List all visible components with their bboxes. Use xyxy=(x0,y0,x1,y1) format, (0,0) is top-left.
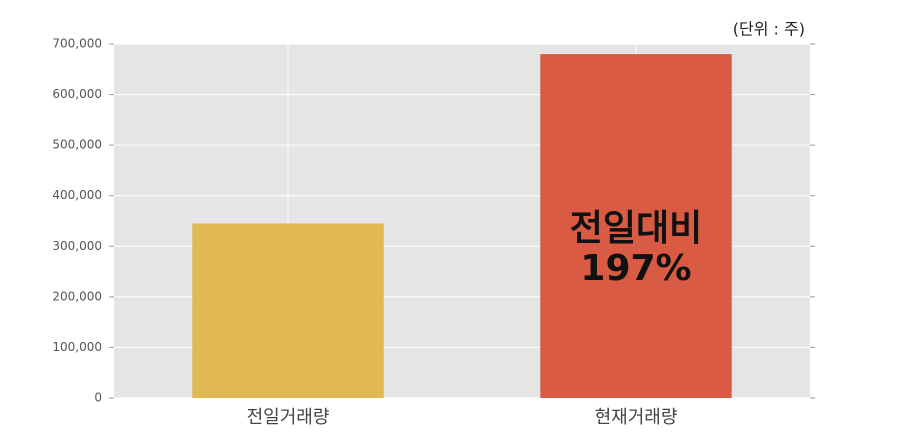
y-tick-label: 300,000 xyxy=(52,239,102,253)
y-tick-label: 100,000 xyxy=(52,340,102,354)
annotation: 197% xyxy=(580,248,691,289)
x-tick-label: 전일거래량 xyxy=(247,407,330,428)
bar xyxy=(192,223,384,398)
y-tick-label: 700,000 xyxy=(52,37,102,51)
y-tick-label: 0 xyxy=(94,391,102,405)
bar xyxy=(540,54,732,398)
unit-note: (단위 : 주) xyxy=(733,20,805,39)
x-tick-label: 현재거래량 xyxy=(595,407,678,428)
y-tick-label: 200,000 xyxy=(52,289,102,303)
y-tick-label: 500,000 xyxy=(52,138,102,152)
y-tick-label: 400,000 xyxy=(52,188,102,202)
annotation: 전일대비 xyxy=(570,208,702,249)
y-tick-label: 600,000 xyxy=(52,87,102,101)
